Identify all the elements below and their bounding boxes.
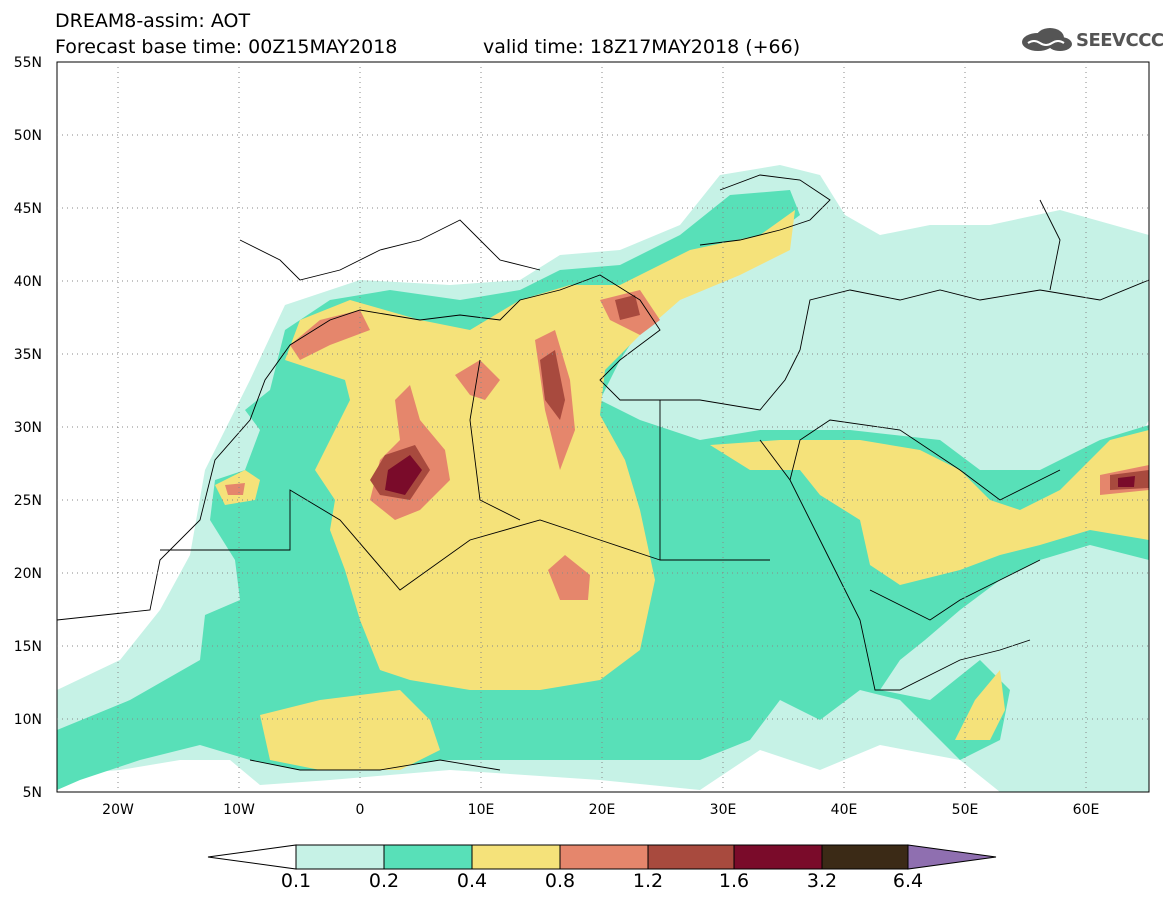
lat-label: 40N bbox=[13, 274, 42, 290]
coastlines bbox=[57, 174, 1149, 771]
colorbar-label: 0.8 bbox=[544, 870, 576, 892]
aot-level-0.4-arabia bbox=[710, 430, 1149, 585]
logo-text: SEEVCCC bbox=[1076, 30, 1164, 51]
lon-label: 40E bbox=[830, 802, 858, 818]
colorbar-label: 3.2 bbox=[806, 870, 838, 892]
lat-label: 5N bbox=[22, 785, 42, 801]
colorbar-under bbox=[207, 844, 297, 870]
colorbar-bin-7 bbox=[821, 844, 909, 870]
colorbar-label: 1.6 bbox=[718, 870, 750, 892]
colorbar-label: 0.4 bbox=[456, 870, 488, 892]
lat-label: 20N bbox=[13, 566, 42, 582]
lat-label: 25N bbox=[13, 493, 42, 509]
forecast-base-time: Forecast base time: 00Z15MAY2018 bbox=[55, 36, 398, 58]
cloud-icon bbox=[1022, 28, 1072, 51]
seevccc-logo: SEEVCCC bbox=[1018, 26, 1164, 56]
lon-label: 60E bbox=[1072, 802, 1100, 818]
lat-label: 35N bbox=[13, 347, 42, 363]
map-title: DREAM8-assim: AOT bbox=[55, 10, 251, 32]
colorbar-over bbox=[907, 844, 997, 870]
colorbar-bin-4 bbox=[559, 844, 649, 870]
colorbar-label: 0.1 bbox=[280, 870, 312, 892]
colorbar-label: 0.2 bbox=[368, 870, 400, 892]
colorbar-label: 1.2 bbox=[632, 870, 664, 892]
lon-label: 50E bbox=[951, 802, 979, 818]
lat-label: 50N bbox=[13, 128, 42, 144]
lon-label: 10E bbox=[467, 802, 495, 818]
aot-level-0.8 bbox=[225, 290, 1149, 600]
lat-label: 10N bbox=[13, 712, 42, 728]
lon-label: 10W bbox=[223, 802, 255, 818]
lon-label: 20W bbox=[102, 802, 134, 818]
colorbar-bin-2 bbox=[383, 844, 473, 870]
lat-label: 45N bbox=[13, 201, 42, 217]
aot-level-0.4-gulf bbox=[260, 690, 440, 770]
lon-label: 30E bbox=[709, 802, 737, 818]
colorbar bbox=[207, 844, 997, 870]
lat-label: 30N bbox=[13, 420, 42, 436]
colorbar-bin-3 bbox=[471, 844, 561, 870]
colorbar-label: 6.4 bbox=[892, 870, 924, 892]
colorbar-bin-1 bbox=[295, 844, 385, 870]
lon-label: 20E bbox=[588, 802, 616, 818]
colorbar-bin-5 bbox=[647, 844, 735, 870]
colorbar-bin-6 bbox=[733, 844, 823, 870]
aot-level-0.4-horn bbox=[955, 670, 1005, 740]
lat-label: 55N bbox=[13, 55, 42, 71]
valid-time: valid time: 18Z17MAY2018 (+66) bbox=[483, 36, 801, 58]
graticule bbox=[57, 62, 1149, 792]
aot-level-0.4 bbox=[285, 210, 795, 690]
lon-label: 0 bbox=[355, 802, 365, 818]
lat-label: 15N bbox=[13, 639, 42, 655]
